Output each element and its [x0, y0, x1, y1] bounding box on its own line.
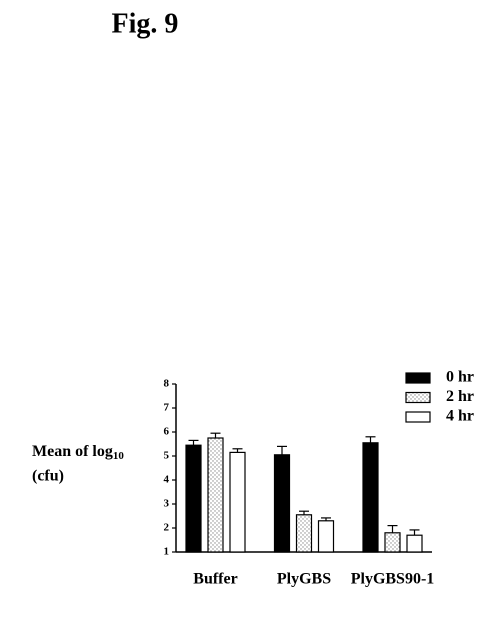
bar [295, 514, 313, 553]
legend-swatch [405, 391, 431, 404]
y-tick-label: 3 [164, 498, 170, 510]
x-tick-label: Buffer [193, 571, 237, 588]
x-tick-label: PlyGBS [277, 571, 331, 588]
bar [384, 532, 401, 553]
y-tick-label: 6 [164, 426, 170, 438]
bar [406, 534, 423, 553]
y-tick-label: 5 [164, 450, 170, 462]
y-tick-label: 1 [164, 546, 170, 558]
bar [207, 437, 224, 553]
y-label-text: Mean of log [32, 443, 113, 460]
bar [229, 451, 246, 553]
legend-swatch [405, 411, 431, 423]
legend-label: 4 hr [446, 408, 474, 425]
y-axis-label: Mean of log10 [32, 443, 124, 462]
bar [317, 520, 335, 553]
figure-label: Fig. 9 [112, 8, 179, 39]
y-tick-label: 2 [164, 522, 170, 534]
bar [273, 454, 291, 553]
bar [362, 442, 379, 553]
x-tick-label: PlyGBS90-1 [351, 571, 435, 588]
y-tick-label: 4 [164, 474, 170, 486]
legend-label: 2 hr [446, 388, 474, 405]
y-tick-label: 7 [164, 402, 170, 414]
bar [185, 444, 202, 553]
y-axis-label-line2: (cfu) [32, 468, 64, 485]
y-tick-label: 8 [164, 378, 170, 390]
legend-swatch [405, 372, 431, 384]
y-label-subscript: 10 [113, 450, 125, 462]
legend-label: 0 hr [446, 369, 474, 386]
